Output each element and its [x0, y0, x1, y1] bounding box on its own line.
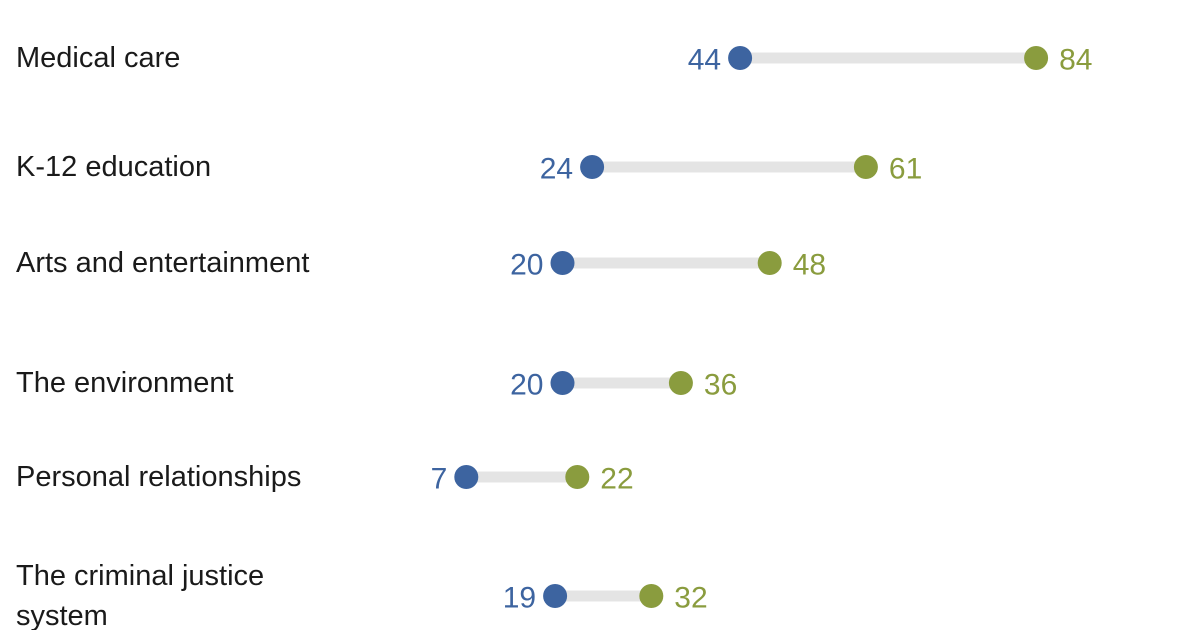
chart-rows: Medical care 44 84 K-12 education 24 61 Arts a…: [16, 42, 1092, 630]
high-value-dot: [565, 465, 590, 489]
row-label: The environment: [16, 367, 234, 399]
low-value-label: 44: [688, 44, 721, 77]
row-label-line: Medical care: [16, 42, 180, 74]
row-label-line: Personal relationships: [16, 461, 301, 493]
low-value-dot: [550, 251, 575, 275]
high-value-dot: [639, 584, 664, 608]
high-value-dot: [757, 251, 782, 275]
row-label-line: Arts and entertainment: [16, 247, 309, 279]
high-value-label: 36: [704, 369, 737, 402]
chart-row: The environment 20 36: [16, 367, 737, 402]
low-value-label: 20: [510, 369, 543, 402]
high-value-label: 61: [889, 153, 922, 186]
low-value-dot: [454, 465, 479, 489]
high-value-label: 32: [674, 582, 707, 615]
low-value-label: 24: [540, 153, 573, 186]
low-value-dot: [550, 371, 575, 395]
high-value-label: 48: [793, 249, 826, 282]
chart-row: Medical care 44 84: [16, 42, 1092, 77]
row-label-line: The environment: [16, 367, 234, 399]
low-value-dot: [580, 155, 605, 179]
chart-row: The criminal justice system 19 32: [16, 560, 708, 630]
row-label-line: system: [16, 600, 108, 630]
chart-row: Personal relationships 7 22: [16, 461, 634, 496]
row-label: Arts and entertainment: [16, 247, 309, 279]
row-label: Medical care: [16, 42, 180, 74]
low-value-label: 7: [431, 463, 448, 496]
high-value-label: 22: [600, 463, 633, 496]
row-label: Personal relationships: [16, 461, 301, 493]
row-label-line: K-12 education: [16, 151, 211, 183]
chart-row: K-12 education 24 61: [16, 151, 922, 186]
low-value-label: 20: [510, 249, 543, 282]
low-value-dot: [543, 584, 568, 608]
high-value-label: 84: [1059, 44, 1092, 77]
high-value-dot: [1024, 46, 1049, 70]
high-value-dot: [853, 155, 878, 179]
high-value-dot: [668, 371, 693, 395]
chart-row: Arts and entertainment 20 48: [16, 247, 826, 282]
low-value-dot: [728, 46, 753, 70]
row-label: K-12 education: [16, 151, 211, 183]
row-label: The criminal justice system: [16, 560, 264, 630]
row-label-line: The criminal justice: [16, 560, 264, 592]
low-value-label: 19: [503, 582, 536, 615]
